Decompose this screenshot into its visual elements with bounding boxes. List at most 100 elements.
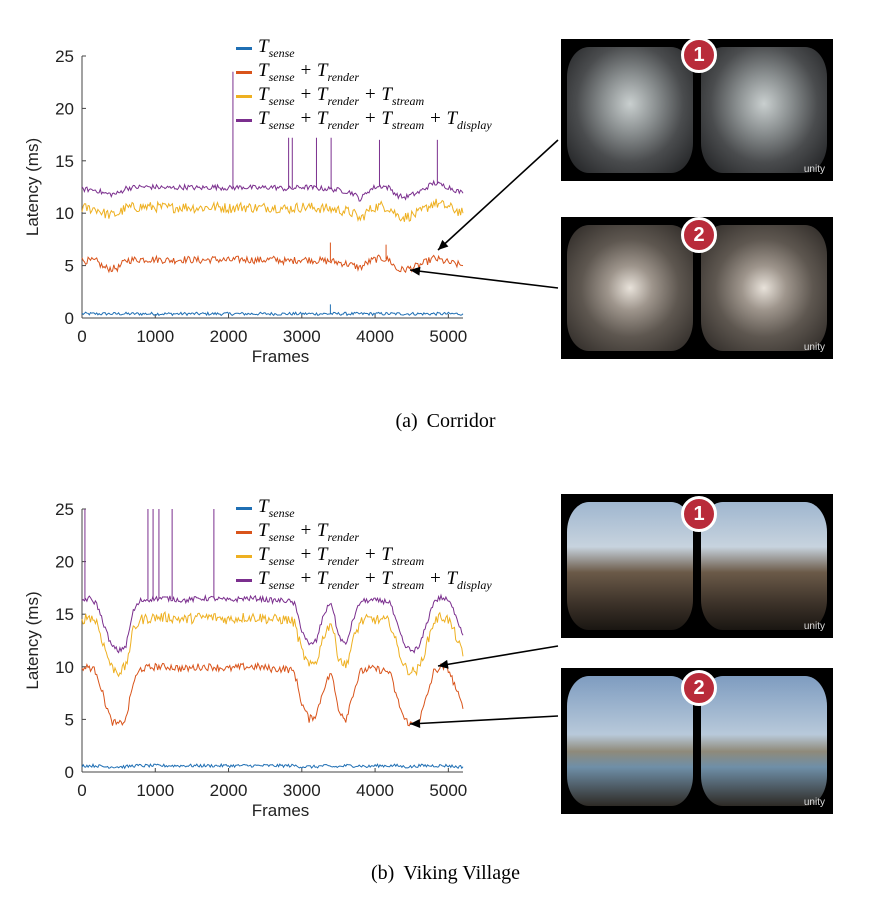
left-eye-view bbox=[567, 676, 693, 806]
series-line bbox=[81, 610, 464, 678]
legend-item: Tsense + Trender bbox=[236, 520, 492, 544]
legend-item: Tsense + Trender + Tstream bbox=[236, 544, 492, 568]
unity-logo: unity bbox=[803, 621, 825, 632]
arrow-head bbox=[438, 239, 449, 250]
arrow-head bbox=[410, 718, 421, 728]
pointer-arrow bbox=[409, 269, 559, 289]
vr-screenshot-2: 2 unity bbox=[561, 217, 833, 359]
y-tick-label: 0 bbox=[65, 763, 74, 782]
legend-item: Tsense bbox=[236, 496, 492, 520]
x-tick-label: 2000 bbox=[210, 781, 248, 800]
y-tick-label: 10 bbox=[55, 658, 74, 677]
x-tick-label: 1000 bbox=[136, 781, 174, 800]
legend-label: Tsense + Trender + Tstream bbox=[258, 543, 425, 568]
x-tick-label: 3000 bbox=[283, 327, 321, 346]
marker-badge: 2 bbox=[681, 217, 717, 253]
legend-swatch bbox=[236, 118, 252, 122]
y-axis-label: Latency (ms) bbox=[23, 138, 42, 236]
legend-label: Tsense bbox=[258, 495, 295, 520]
left-eye-view bbox=[567, 225, 693, 351]
x-tick-label: 5000 bbox=[429, 327, 467, 346]
legend-label: Tsense + Trender bbox=[258, 59, 360, 84]
y-tick-label: 0 bbox=[65, 309, 74, 328]
x-tick-label: 2000 bbox=[210, 327, 248, 346]
caption-label: (a) bbox=[395, 410, 418, 432]
series-line bbox=[81, 593, 464, 654]
series-line bbox=[81, 179, 464, 202]
x-axis-label: Frames bbox=[252, 347, 310, 366]
unity-logo: unity bbox=[803, 797, 825, 808]
unity-logo: unity bbox=[803, 164, 825, 175]
caption-text: Viking Village bbox=[403, 862, 520, 884]
legend-item: Tsense bbox=[236, 36, 492, 60]
x-tick-label: 0 bbox=[77, 327, 86, 346]
y-tick-label: 20 bbox=[55, 553, 74, 572]
chart-corridor: 0 5 10 15 20 25 0 1000 2000 3000 4000 5000 Frames Lat… bbox=[23, 47, 559, 366]
y-tick-label: 25 bbox=[55, 47, 74, 66]
chart-legend: Tsense Tsense + Trender Tsense + Trender… bbox=[236, 496, 492, 592]
vr-screenshot-2: 2 unity bbox=[561, 668, 833, 814]
vr-screenshot-1: 1 unity bbox=[561, 494, 833, 638]
chart-viking-village: 0 5 10 15 20 25 0 1000 2000 3000 4000 5000 Frames Lat… bbox=[23, 500, 559, 820]
y-tick-label: 15 bbox=[55, 152, 74, 171]
y-tick-label: 10 bbox=[55, 204, 74, 223]
legend-item: Tsense + Trender + Tstream + Tdisplay bbox=[236, 108, 492, 132]
legend-label: Tsense + Trender + Tstream bbox=[258, 83, 425, 108]
series-line bbox=[81, 661, 464, 727]
legend-swatch bbox=[236, 554, 252, 558]
series-line bbox=[81, 311, 464, 317]
y-tick-label: 25 bbox=[55, 500, 74, 519]
legend-swatch bbox=[236, 94, 252, 98]
y-tick-label: 15 bbox=[55, 605, 74, 624]
x-tick-label: 3000 bbox=[283, 781, 321, 800]
legend-label: Tsense bbox=[258, 35, 295, 60]
x-tick-label: 5000 bbox=[429, 781, 467, 800]
x-tick-label: 1000 bbox=[136, 327, 174, 346]
y-tick-label: 20 bbox=[55, 99, 74, 118]
legend-swatch bbox=[236, 70, 252, 74]
legend-item: Tsense + Trender + Tstream bbox=[236, 84, 492, 108]
left-eye-view bbox=[567, 502, 693, 630]
right-eye-view bbox=[701, 225, 827, 351]
caption-text: Corridor bbox=[426, 410, 496, 432]
pointer-arrow bbox=[409, 715, 559, 725]
legend-swatch bbox=[236, 578, 252, 582]
marker-badge: 1 bbox=[681, 37, 717, 73]
x-tick-label: 4000 bbox=[356, 781, 394, 800]
y-tick-label: 5 bbox=[65, 257, 74, 276]
marker-badge: 1 bbox=[681, 496, 717, 532]
panel-corridor: 0 5 10 15 20 25 0 1000 2000 3000 4000 5000 Frames Lat… bbox=[0, 0, 891, 460]
right-eye-view bbox=[701, 502, 827, 630]
series-line bbox=[81, 254, 464, 274]
x-tick-label: 0 bbox=[77, 781, 86, 800]
legend-swatch bbox=[236, 530, 252, 534]
figure-caption: (b) Viking Village bbox=[0, 862, 891, 885]
y-tick-label: 5 bbox=[65, 710, 74, 729]
x-axis-label: Frames bbox=[252, 801, 310, 820]
legend-label: Tsense + Trender + Tstream + Tdisplay bbox=[258, 107, 492, 132]
caption-label: (b) bbox=[371, 862, 395, 884]
unity-logo: unity bbox=[803, 342, 825, 353]
panel-viking-village: 0 5 10 15 20 25 0 1000 2000 3000 4000 5000 Frames Lat… bbox=[0, 460, 891, 924]
chart-legend: Tsense Tsense + Trender Tsense + Trender… bbox=[236, 36, 492, 132]
right-eye-view bbox=[701, 676, 827, 806]
x-tick-label: 4000 bbox=[356, 327, 394, 346]
marker-badge: 2 bbox=[681, 670, 717, 706]
vr-screenshot-1: 1 unity bbox=[561, 37, 833, 181]
legend-swatch bbox=[236, 46, 252, 50]
pointer-arrow bbox=[437, 645, 559, 667]
y-axis-label: Latency (ms) bbox=[23, 591, 42, 689]
left-eye-view bbox=[567, 47, 693, 173]
figure-caption: (a) Corridor bbox=[0, 410, 891, 433]
series-line bbox=[81, 198, 464, 223]
pointer-arrow bbox=[437, 139, 559, 251]
right-eye-view bbox=[701, 47, 827, 173]
arrow-head bbox=[410, 266, 421, 276]
legend-label: Tsense + Trender bbox=[258, 519, 360, 544]
legend-item: Tsense + Trender + Tstream + Tdisplay bbox=[236, 568, 492, 592]
legend-swatch bbox=[236, 506, 252, 510]
legend-item: Tsense + Trender bbox=[236, 60, 492, 84]
legend-label: Tsense + Trender + Tstream + Tdisplay bbox=[258, 567, 492, 592]
arrow-head bbox=[438, 659, 449, 669]
series-line bbox=[81, 762, 464, 770]
